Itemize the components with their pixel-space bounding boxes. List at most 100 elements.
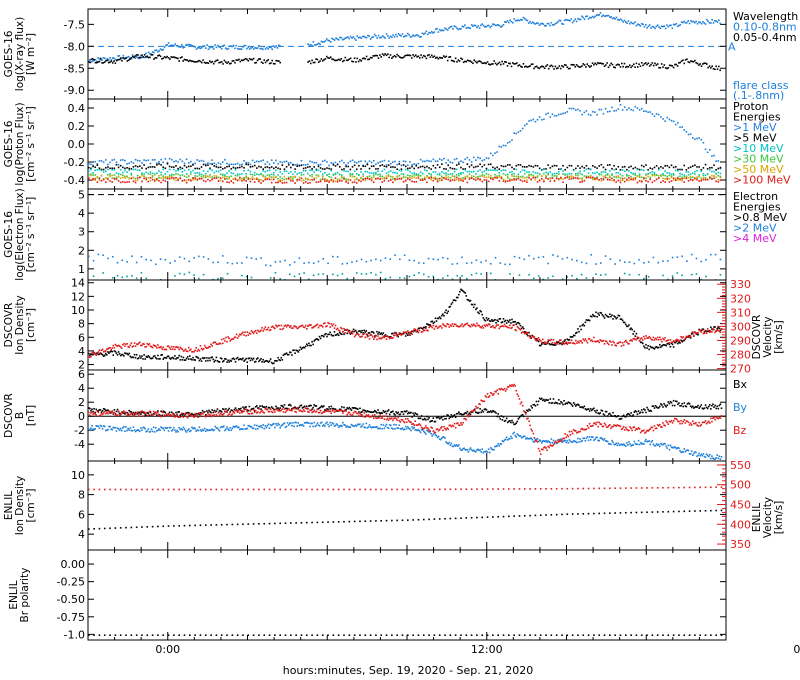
data-point: [217, 343, 220, 345]
data-point: [361, 335, 363, 338]
data-point: [91, 425, 93, 427]
data-point: [105, 166, 107, 169]
data-point: [245, 172, 247, 175]
data-point: [645, 164, 647, 166]
data-point: [540, 397, 543, 400]
data-point: [666, 24, 668, 26]
data-point: [464, 292, 467, 294]
data-point: [122, 57, 125, 59]
data-point: [113, 158, 116, 161]
data-point: [695, 332, 697, 335]
data-point: [279, 160, 281, 163]
data-point: [585, 15, 587, 18]
data-point: [387, 35, 389, 37]
data-point: [496, 151, 498, 153]
data-point: [353, 406, 356, 409]
legend-entry: 0.05-0.4nm: [733, 31, 797, 44]
data-point: [413, 35, 416, 37]
data-point: [372, 338, 375, 341]
data-point: [175, 176, 177, 179]
data-point: [621, 415, 624, 418]
data-point: [613, 164, 615, 167]
data-point: [686, 21, 688, 24]
y-axis-label: [cm⁻² s⁻¹ sr⁻¹]: [25, 106, 37, 181]
data-point: [533, 336, 536, 339]
data-point: [485, 317, 488, 319]
data-point: [339, 59, 341, 61]
data-point: [350, 330, 353, 333]
data-point: [690, 332, 693, 334]
data-point: [483, 164, 486, 166]
data-point: [252, 407, 255, 410]
data-point: [131, 356, 134, 358]
data-point: [557, 168, 560, 170]
data-point: [615, 181, 618, 183]
data-point: [268, 163, 271, 166]
data-point: [617, 342, 620, 344]
data-point: [666, 67, 668, 70]
data-point: [131, 255, 133, 258]
data-point: [217, 170, 220, 173]
data-point: [283, 181, 286, 184]
data-point: [626, 108, 628, 111]
data-point: [235, 333, 238, 336]
data-point: [579, 66, 582, 68]
data-point: [311, 178, 313, 181]
data-point: [223, 408, 225, 411]
data-point: [681, 179, 683, 182]
data-point: [268, 166, 271, 169]
data-point: [501, 419, 504, 421]
data-point: [399, 413, 402, 416]
data-point: [643, 177, 645, 179]
data-point: [315, 161, 318, 164]
data-point: [487, 410, 490, 413]
data-point: [419, 174, 422, 177]
data-point: [598, 173, 600, 175]
data-point: [435, 320, 438, 322]
data-point: [555, 67, 558, 70]
data-point: [475, 173, 477, 175]
data-point: [632, 178, 635, 181]
data-point: [521, 180, 524, 183]
data-point: [408, 275, 411, 278]
data-point: [166, 162, 169, 165]
data-point: [666, 278, 669, 280]
data-point: [295, 349, 297, 352]
data-point: [249, 333, 252, 335]
data-point: [313, 44, 316, 46]
data-point: [284, 407, 287, 410]
data-point: [526, 333, 528, 336]
data-point: [547, 262, 549, 265]
data-point: [404, 168, 407, 171]
data-point: [136, 357, 139, 360]
data-point: [528, 273, 530, 276]
data-point: [568, 342, 571, 344]
data-point: [409, 176, 411, 179]
data-point: [317, 163, 320, 166]
data-point: [109, 167, 111, 170]
data-point: [521, 127, 524, 130]
data-point: [602, 175, 605, 178]
data-point: [509, 319, 511, 321]
data-point: [316, 338, 319, 341]
data-point: [115, 163, 118, 166]
data-point: [335, 37, 337, 39]
data-point: [456, 296, 459, 299]
data-point: [420, 331, 423, 333]
data-point: [209, 359, 211, 362]
data-point: [215, 356, 218, 359]
data-point: [530, 178, 532, 180]
data-point: [271, 325, 274, 328]
data-point: [291, 354, 293, 356]
data-point: [236, 162, 239, 165]
data-point: [164, 356, 167, 359]
data-point: [330, 169, 333, 172]
data-point: [317, 260, 320, 263]
data-point: [117, 351, 120, 353]
data-point: [430, 176, 432, 179]
data-point: [470, 261, 473, 264]
data-point: [463, 413, 465, 415]
data-point: [243, 334, 245, 336]
data-point: [509, 179, 511, 182]
data-point: [307, 163, 309, 166]
